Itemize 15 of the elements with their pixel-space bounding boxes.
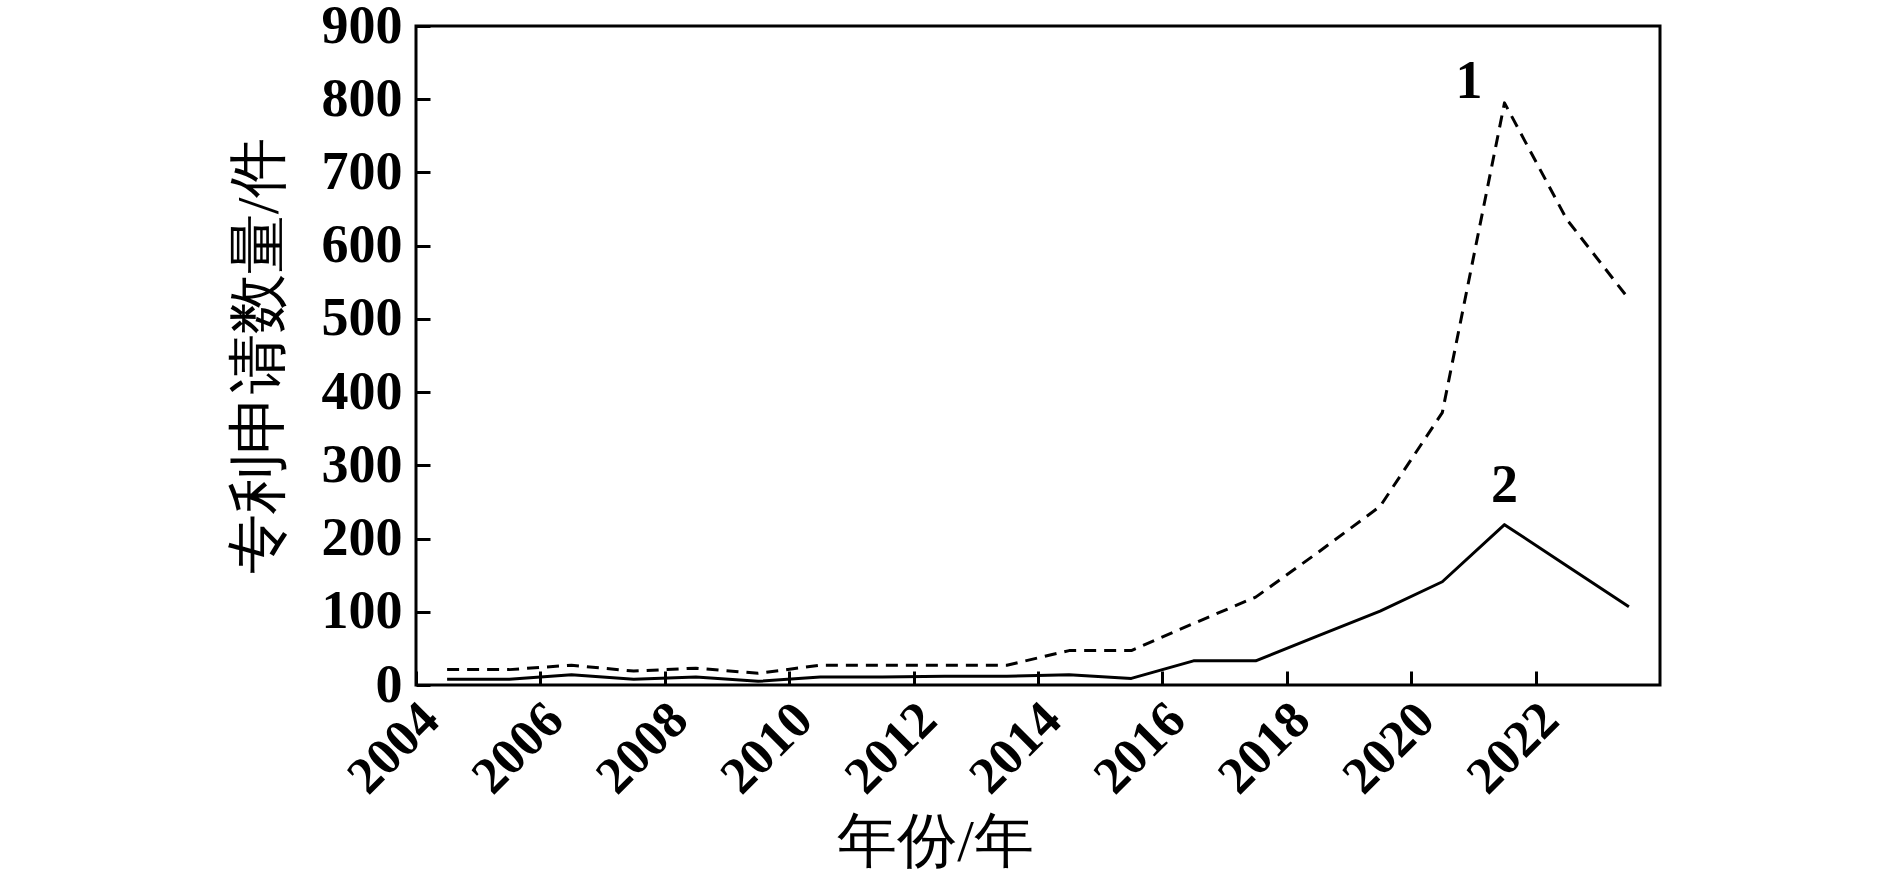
y-tick-label: 200 — [321, 507, 403, 568]
series-label: 1 — [1455, 49, 1483, 110]
y-tick-label: 600 — [321, 214, 403, 275]
y-tick-label: 800 — [321, 67, 403, 128]
y-tick-label: 900 — [321, 0, 403, 55]
y-tick-label: 300 — [321, 433, 403, 494]
y-tick-label: 0 — [375, 653, 403, 714]
x-axis-title: 年份/年 — [837, 807, 1034, 874]
y-tick-label: 500 — [321, 287, 403, 348]
y-axis-title: 专利申请数量/件 — [224, 137, 291, 575]
series-label: 2 — [1491, 453, 1518, 514]
y-tick-label: 100 — [321, 580, 403, 641]
y-tick-label: 400 — [321, 360, 403, 421]
y-tick-label: 700 — [321, 140, 403, 201]
line-series — [445, 523, 1631, 683]
